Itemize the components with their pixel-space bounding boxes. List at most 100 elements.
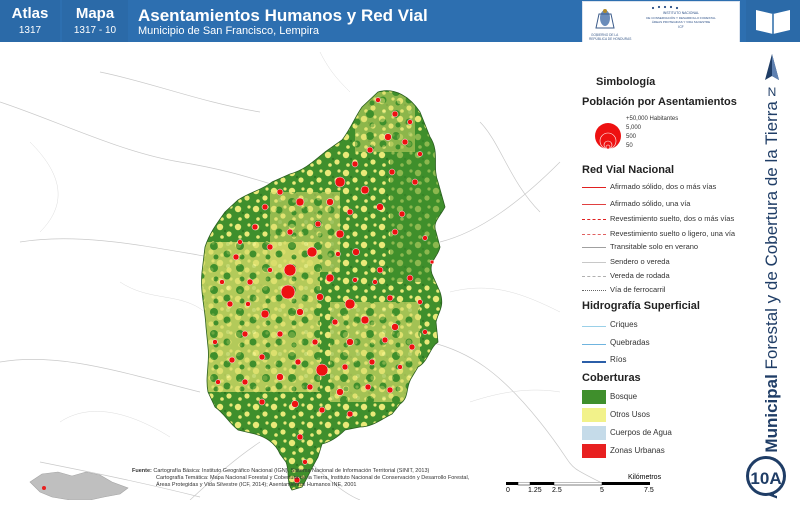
map-label: Mapa xyxy=(75,5,115,22)
settlement-marker xyxy=(219,279,225,285)
pop-size-4: 50 xyxy=(626,143,633,149)
settlement-marker xyxy=(241,330,249,338)
settlement-marker xyxy=(246,278,254,286)
settlement-marker xyxy=(375,97,381,103)
cobertura-item-4: Zonas Urbanas xyxy=(610,446,665,455)
settlement-marker xyxy=(291,400,299,408)
settlement-marker xyxy=(429,259,435,265)
settlement-marker xyxy=(391,110,399,118)
settlement-marker xyxy=(306,246,318,258)
road-line-4 xyxy=(582,234,606,235)
svg-text:GOBIERNO DE LA: GOBIERNO DE LA xyxy=(591,33,619,37)
settlement-marker xyxy=(422,329,428,335)
settlement-marker xyxy=(325,273,335,283)
settlement-marker xyxy=(351,160,359,168)
source-notes: Fuente: Cartografía Básica: Instituto Ge… xyxy=(132,468,612,489)
page-subtitle: Municipio de San Francisco, Lempira xyxy=(138,25,319,37)
hidro-item-1: Criques xyxy=(610,320,638,329)
legend-coberturas-title: Coberturas xyxy=(582,372,641,384)
land-cover xyxy=(201,90,445,491)
road-line-1 xyxy=(582,187,606,188)
settlement-marker xyxy=(283,263,297,277)
road-line-6 xyxy=(582,262,606,263)
settlement-marker xyxy=(391,323,399,331)
settlement-marker xyxy=(341,363,349,371)
settlement-marker xyxy=(306,383,314,391)
atlas-number: 1317 xyxy=(18,25,42,36)
settlement-marker xyxy=(335,229,345,239)
settlement-marker xyxy=(276,188,284,196)
settlement-marker xyxy=(376,203,384,211)
road-line-2 xyxy=(582,204,606,205)
settlement-marker xyxy=(314,220,322,228)
scale-unit: Kilómetros xyxy=(628,474,662,481)
settlement-marker xyxy=(346,410,354,418)
settlement-marker xyxy=(280,284,296,300)
settlement-marker xyxy=(311,338,319,346)
source-line-1: Cartografía Básica: Instituto Geográfico… xyxy=(153,468,430,474)
cobertura-item-2: Otros Usos xyxy=(610,410,651,419)
swatch-urbano xyxy=(582,444,606,458)
settlement-marker xyxy=(286,228,294,236)
settlement-marker xyxy=(417,151,423,157)
settlement-marker xyxy=(241,378,249,386)
settlement-marker xyxy=(334,176,346,188)
settlement-marker xyxy=(232,253,240,261)
settlement-marker xyxy=(251,223,259,231)
population-circles-icon xyxy=(595,123,621,150)
road-line-3 xyxy=(582,219,606,220)
map-frame xyxy=(0,42,740,501)
road-line-5 xyxy=(582,247,606,248)
logos-panel: GOBIERNO DE LA REPÚBLICA DE HONDURAS INS… xyxy=(582,1,740,43)
settlement-marker xyxy=(417,299,423,305)
settlement-marker xyxy=(386,294,394,302)
legend-simbologia: Simbología xyxy=(596,76,656,88)
source-line-2: Cartografía Temática: Mapa Nacional Fore… xyxy=(156,475,470,481)
hidro-item-3: Ríos xyxy=(610,355,627,364)
hidro-item-2: Quebradas xyxy=(610,338,650,347)
map-badge: 10A xyxy=(746,456,786,496)
settlement-marker xyxy=(366,146,374,154)
settlement-marker xyxy=(260,309,270,319)
settlement-marker xyxy=(335,251,341,257)
pop-size-1: +50,000 Habitantes xyxy=(626,116,679,122)
right-sidebar: N xyxy=(745,42,800,500)
settlement-marker xyxy=(315,363,329,377)
settlement-marker xyxy=(336,388,344,396)
cobertura-item-1: Bosque xyxy=(610,392,638,401)
settlement-marker xyxy=(401,138,409,146)
settlement-marker xyxy=(316,293,324,301)
legend: Simbología Población por Asentamientos +… xyxy=(576,64,744,464)
settlement-marker xyxy=(368,358,376,366)
settlement-marker xyxy=(360,185,370,195)
scale-bar: 0 1.25 2.5 5 7.5 Kilómetros xyxy=(506,474,666,498)
settlement-marker xyxy=(215,379,221,385)
settlement-marker xyxy=(411,178,419,186)
svg-text:INSTITUTO NACIONAL: INSTITUTO NACIONAL xyxy=(663,11,699,15)
scale-tick-2: 2.5 xyxy=(552,487,562,494)
pop-size-2: 5,000 xyxy=(626,125,642,131)
context-paths xyxy=(29,51,561,438)
scale-tick-1: 1.25 xyxy=(528,487,542,494)
settlement-marker xyxy=(331,318,339,326)
settlement-marker xyxy=(302,459,308,465)
hidro-line-1 xyxy=(582,326,606,327)
settlement-marker xyxy=(360,315,370,325)
settlement-marker xyxy=(376,266,384,274)
road-item-6: Sendero o vereda xyxy=(610,257,670,266)
road-item-7: Vereda de rodada xyxy=(610,271,670,280)
settlement-marker xyxy=(352,248,360,256)
settlement-marker xyxy=(397,364,403,370)
settlement-marker xyxy=(258,398,266,406)
atlas-label: Atlas xyxy=(11,5,49,22)
settlement-marker xyxy=(294,358,302,366)
settlement-marker xyxy=(352,277,358,283)
vertical-title-rest: Forestal y de Cobertura de la Tierra xyxy=(762,101,781,375)
hidro-line-3 xyxy=(582,361,606,363)
legend-red-vial-title: Red Vial Nacional xyxy=(582,164,675,176)
road-item-8: Vía de ferrocarril xyxy=(610,285,666,294)
settlement-marker xyxy=(228,356,236,364)
legend-hidro-title: Hidrografía Superficial xyxy=(582,300,700,312)
scale-tick-3: 5 xyxy=(600,487,604,494)
settlement-marker xyxy=(296,308,304,316)
